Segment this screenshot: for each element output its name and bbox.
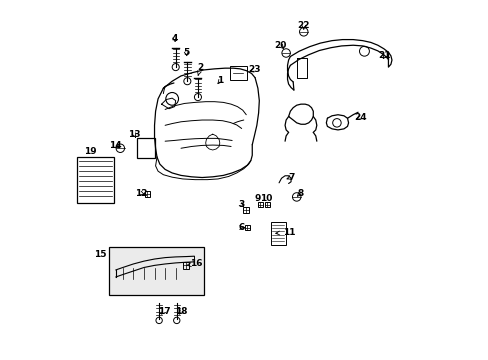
Text: 3: 3 (238, 200, 244, 209)
Text: 7: 7 (286, 173, 294, 182)
Bar (270, 222, 285, 245)
Bar (264, 202, 269, 207)
Text: 13: 13 (128, 130, 141, 139)
Text: 8: 8 (297, 189, 303, 198)
Bar (77, 157, 114, 203)
Bar (183, 262, 189, 269)
Text: 1: 1 (217, 76, 223, 85)
Text: 15: 15 (94, 250, 106, 259)
Text: 23: 23 (247, 66, 260, 75)
Text: 17: 17 (158, 307, 170, 316)
Bar (244, 225, 250, 230)
Text: 20: 20 (274, 41, 286, 50)
Bar (229, 66, 246, 80)
Bar (144, 191, 150, 197)
Text: 18: 18 (175, 307, 187, 316)
Text: 4: 4 (171, 34, 178, 43)
Text: 16: 16 (186, 260, 202, 269)
Text: 2: 2 (197, 63, 203, 75)
Bar (137, 138, 155, 158)
Text: 10: 10 (260, 194, 272, 203)
Text: 11: 11 (275, 228, 295, 237)
Text: 21: 21 (378, 51, 390, 60)
Bar (108, 247, 203, 294)
Text: 19: 19 (83, 147, 96, 156)
Text: 24: 24 (353, 113, 366, 122)
Bar (257, 202, 263, 207)
Text: 9: 9 (254, 194, 261, 203)
Text: 12: 12 (135, 189, 147, 198)
Text: 6: 6 (238, 223, 244, 232)
Bar (243, 207, 249, 213)
Text: 14: 14 (109, 141, 122, 150)
Text: 22: 22 (297, 21, 309, 30)
Text: 5: 5 (183, 48, 189, 57)
